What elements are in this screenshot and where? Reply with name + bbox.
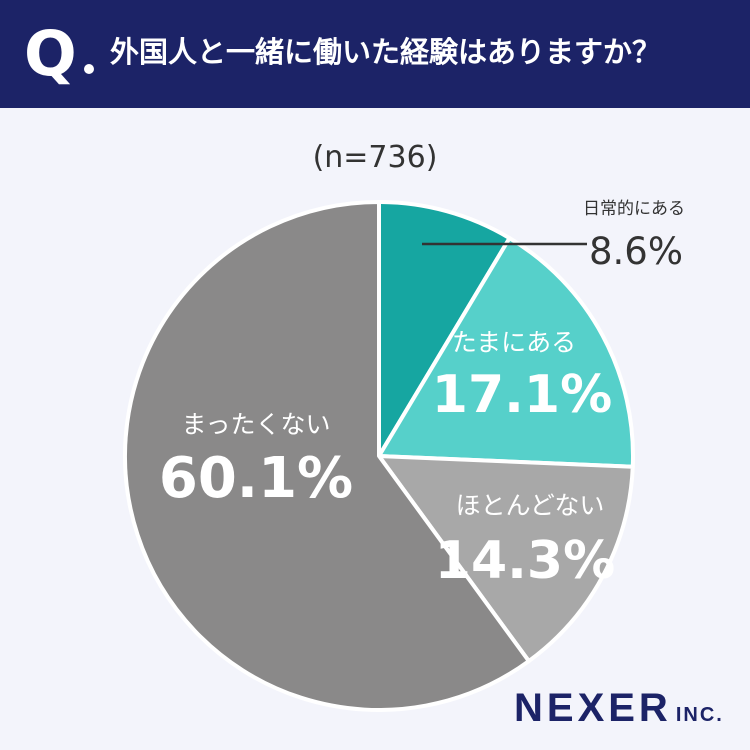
- slice-daily: [377, 200, 512, 458]
- slice-rarely: [377, 454, 635, 664]
- slice-sometimes: [377, 236, 635, 469]
- slice-never: [123, 200, 531, 712]
- slice-label-never: まったくない: [181, 410, 330, 439]
- company-logo: NEXER INC.: [514, 686, 724, 731]
- slice-label-rarely: ほとんどない: [456, 491, 605, 520]
- slice-label-daily: 日常的にある: [583, 199, 685, 219]
- pie-slices: [123, 200, 635, 712]
- question-banner: Q 外国人と一緒に働いた経験はありますか？: [0, 0, 750, 108]
- logo-name: NEXER: [514, 686, 672, 730]
- question-text: 外国人と一緒に働いた経験はありますか？: [110, 35, 662, 69]
- sample-size: (n=736): [312, 140, 438, 175]
- q-label: Q: [24, 17, 77, 90]
- q-dot-icon: [84, 64, 94, 74]
- slice-value-sometimes: 17.1%: [432, 365, 612, 425]
- slice-value-never: 60.1%: [159, 446, 353, 511]
- slice-label-sometimes: たまにある: [452, 328, 576, 357]
- slice-value-daily: 8.6%: [589, 230, 683, 273]
- slice-value-rarely: 14.3%: [435, 531, 615, 591]
- logo-suffix: INC.: [675, 704, 724, 726]
